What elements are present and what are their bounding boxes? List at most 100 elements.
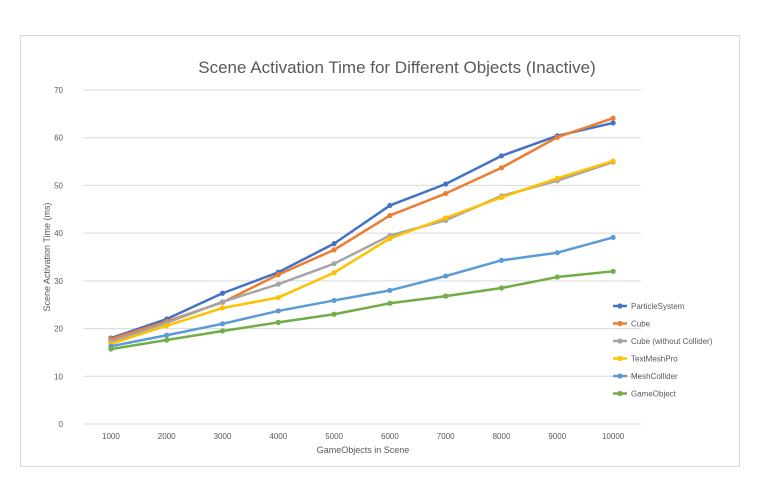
data-point (387, 300, 393, 306)
data-point (610, 115, 616, 121)
series-meshcollider (108, 234, 616, 349)
data-point (498, 153, 505, 159)
legend-label: Cube (631, 320, 651, 329)
legend-marker (617, 390, 623, 397)
line-chart: Scene Activation Time for Different Obje… (42, 58, 713, 455)
x-tick-label: 7000 (437, 432, 455, 441)
data-point (554, 250, 560, 256)
legend-item: GameObject (613, 390, 677, 399)
legend-label: MeshCollider (631, 372, 678, 381)
data-point (108, 346, 114, 352)
y-tick-label: 50 (54, 181, 63, 190)
data-point (387, 202, 393, 209)
y-tick-label: 40 (54, 229, 63, 238)
y-tick-label: 10 (54, 372, 63, 381)
y-tick-label: 0 (59, 420, 64, 429)
y-tick-label: 70 (54, 86, 63, 95)
legend-marker (617, 320, 623, 327)
chart-area: Scene Activation Time for Different Obje… (20, 35, 740, 467)
x-axis-label: GameObjects in Scene (317, 445, 410, 455)
legend-marker (617, 355, 623, 362)
data-point (387, 235, 393, 241)
legend-item: ParticleSystem (613, 302, 685, 311)
y-tick-labels: 0 10 20 30 40 50 60 70 (54, 86, 63, 429)
legend-item: TextMeshPro (613, 355, 678, 364)
data-point (331, 247, 337, 253)
data-point (164, 332, 170, 338)
x-tick-label: 6000 (381, 432, 399, 441)
legend-marker (617, 338, 623, 344)
data-point (443, 293, 449, 299)
data-point (498, 194, 505, 200)
data-point (164, 337, 170, 343)
data-point (331, 297, 337, 304)
data-point (610, 158, 616, 164)
data-point (275, 319, 281, 325)
legend-marker (617, 303, 623, 309)
series-cube-without-collider (108, 159, 616, 345)
y-tick-label: 60 (54, 134, 63, 143)
data-point (498, 285, 505, 291)
x-tick-label: 10000 (602, 432, 625, 441)
data-point (610, 234, 616, 241)
chart-title: Scene Activation Time for Different Obje… (198, 58, 595, 77)
data-point (610, 120, 616, 126)
data-point (443, 273, 449, 279)
data-point (275, 294, 281, 301)
data-point (219, 321, 226, 327)
legend: ParticleSystem Cube Cube (without Collider… (613, 302, 713, 399)
data-point (610, 268, 616, 274)
y-tick-label: 20 (54, 325, 63, 334)
data-point (219, 290, 226, 296)
x-tick-label: 3000 (214, 432, 232, 441)
data-point (554, 274, 560, 280)
data-point (275, 272, 281, 278)
data-point (387, 212, 393, 219)
data-point (219, 305, 226, 311)
series-line (109, 236, 615, 348)
x-tick-label: 1000 (102, 432, 120, 441)
series-textmeshpro (108, 158, 616, 347)
data-point (164, 323, 170, 329)
data-point (275, 308, 281, 314)
data-point (443, 215, 449, 221)
data-point (443, 181, 449, 187)
series-lines (108, 115, 616, 352)
data-point (554, 134, 560, 140)
legend-marker (617, 373, 623, 379)
x-tick-label: 4000 (269, 432, 287, 441)
legend-item: Cube (613, 320, 651, 329)
x-tick-label: 9000 (548, 432, 566, 441)
data-point (331, 311, 337, 317)
series-particlesystem (108, 120, 616, 341)
series-line (109, 121, 615, 340)
data-point (498, 257, 505, 263)
legend-label: TextMeshPro (631, 355, 678, 364)
data-point (275, 281, 281, 287)
data-point (554, 175, 560, 181)
y-tick-label: 30 (54, 277, 63, 286)
x-tick-label: 5000 (325, 432, 343, 441)
legend-label: Cube (without Collider) (631, 337, 713, 346)
legend-item: MeshCollider (613, 372, 678, 381)
data-point (331, 270, 337, 276)
series-line (109, 160, 615, 343)
data-point (387, 287, 393, 293)
x-tick-label: 2000 (158, 432, 176, 441)
data-point (219, 299, 226, 305)
series-line (109, 116, 615, 341)
data-point (331, 261, 337, 267)
data-point (219, 328, 226, 334)
data-point (498, 165, 505, 171)
series-gameobject (108, 268, 616, 352)
data-point (331, 241, 337, 247)
legend-item: Cube (without Collider) (613, 337, 713, 346)
data-point (443, 190, 449, 197)
y-axis-label: Scene Activation Time (ms) (42, 202, 52, 311)
legend-label: ParticleSystem (631, 302, 685, 311)
series-line (109, 270, 615, 351)
x-tick-label: 8000 (493, 432, 511, 441)
series-line (109, 159, 615, 346)
x-tick-labels: 1000 2000 3000 4000 5000 6000 7000 8000 9000 1000… (102, 432, 625, 441)
legend-label: GameObject (631, 390, 677, 399)
